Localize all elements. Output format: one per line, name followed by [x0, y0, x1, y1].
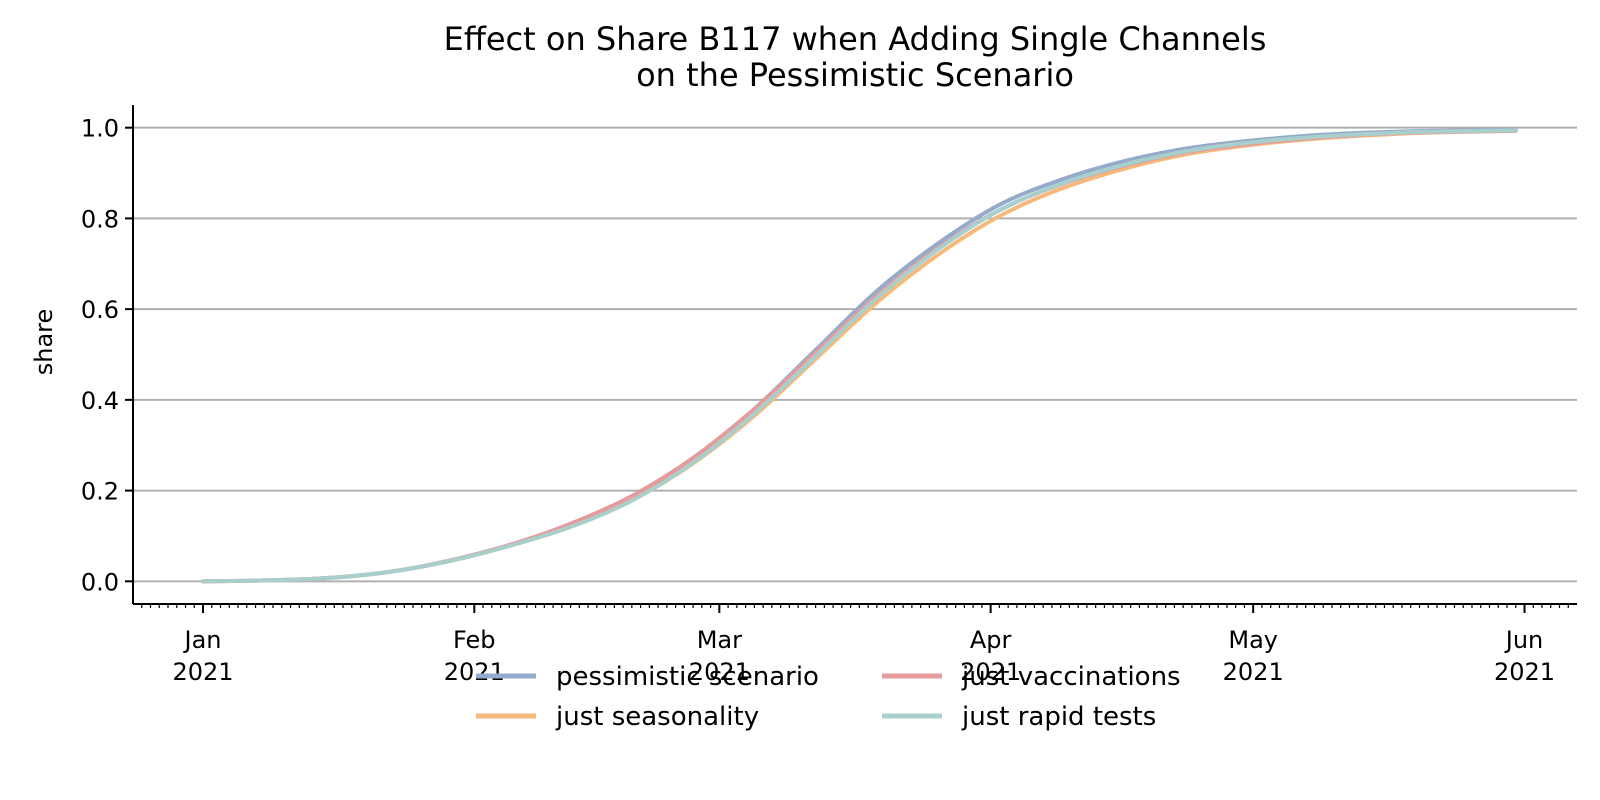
x-tick-year: 2021 [689, 658, 750, 686]
x-tick-month: Feb [453, 626, 496, 654]
series-line-pessimistic-scenario [201, 127, 1518, 584]
x-tick-year: 2021 [1223, 658, 1284, 686]
x-tick-month: Jun [1504, 626, 1544, 654]
chart-title-line-1: Effect on Share B117 when Adding Single … [444, 20, 1267, 58]
series-line-just-rapid-tests [201, 128, 1518, 584]
y-tick-label: 0.6 [81, 296, 119, 324]
y-tick-label: 0.0 [81, 568, 119, 596]
y-tick-label: 0.4 [81, 387, 119, 415]
y-tick-label: 1.0 [81, 115, 119, 143]
y-tick-label: 0.8 [81, 205, 119, 233]
series-line-just-vaccinations [201, 128, 1518, 584]
chart-title-line-2: on the Pessimistic Scenario [636, 56, 1074, 94]
x-tick-month: May [1228, 626, 1278, 654]
legend-label-just-rapid-tests: just rapid tests [961, 702, 1156, 732]
axes: 0.0 0.2 0.4 0.6 0.8 1.0 Jan 2021 Feb 2021 Mar 2021 A… [81, 105, 1577, 686]
x-tick-month: Mar [697, 626, 742, 654]
x-tick-month: Jan [183, 626, 222, 654]
legend-label-just-seasonality: just seasonality [555, 702, 759, 732]
x-tick-year: 2021 [960, 658, 1021, 686]
x-tick-year: 2021 [1494, 658, 1555, 686]
y-axis-label: share [30, 309, 58, 376]
series-line-just-seasonality [201, 128, 1518, 584]
x-tick-year: 2021 [444, 658, 505, 686]
legend-label-pessimistic-scenario: pessimistic scenario [556, 662, 819, 692]
legend: pessimistic scenario just vaccinations jus… [476, 662, 1181, 732]
x-tick-year: 2021 [172, 658, 233, 686]
legend-label-just-vaccinations: just vaccinations [961, 662, 1181, 692]
y-tick-label: 0.2 [81, 478, 119, 506]
x-tick-month: Apr [970, 626, 1012, 654]
gridlines [133, 126, 1577, 583]
chart-title: Effect on Share B117 when Adding Single … [444, 20, 1267, 94]
series-lines [201, 127, 1518, 584]
